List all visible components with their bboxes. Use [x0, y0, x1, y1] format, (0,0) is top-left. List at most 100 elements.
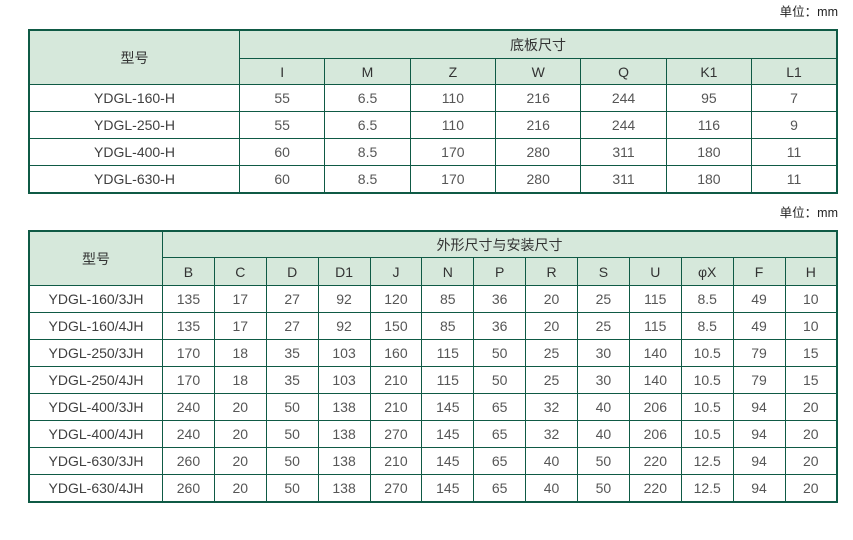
value-cell: 85: [421, 285, 475, 313]
value-cell: 110: [409, 111, 497, 139]
value-cell: 40: [525, 447, 578, 475]
table1-model-column-header: 型号: [28, 29, 240, 85]
value-cell: 65: [473, 420, 527, 448]
value-cell: 15: [784, 339, 838, 367]
value-cell: 280: [495, 138, 582, 166]
value-cell: 170: [409, 138, 497, 166]
model-cell: YDGL-250/4JH: [28, 366, 163, 394]
value-cell: 94: [732, 474, 786, 503]
table1-group-header: 底板尺寸: [239, 29, 838, 59]
value-cell: 115: [421, 366, 475, 394]
table-row: YDGL-160-H 55 6.5 110 216 244 95 7: [28, 84, 838, 112]
value-cell: 36: [473, 312, 527, 340]
value-cell: 145: [421, 447, 475, 475]
value-cell: 116: [665, 111, 753, 139]
value-cell: 17: [213, 312, 267, 340]
value-cell: 55: [238, 111, 326, 139]
table2-body: YDGL-160/3JH 135 17 27 92 120 85 36 20 25 115 8.5 49…: [28, 285, 838, 503]
value-cell: 18: [213, 366, 267, 394]
value-cell: 30: [577, 366, 630, 394]
column-header: D: [265, 257, 319, 286]
model-cell: YDGL-630/4JH: [28, 474, 163, 503]
value-cell: 138: [317, 447, 371, 475]
base-plate-dimensions-table: 型号 底板尺寸 I M Z W Q K1 L1 YDGL-160-H 55 6.5 110 216 2…: [28, 29, 838, 194]
value-cell: 216: [495, 84, 582, 112]
value-cell: 50: [265, 447, 319, 475]
value-cell: 10.5: [680, 393, 734, 421]
value-cell: 210: [369, 447, 423, 475]
value-cell: 240: [162, 420, 215, 448]
column-header: C: [213, 257, 267, 286]
value-cell: 49: [732, 312, 786, 340]
column-header: P: [473, 257, 527, 286]
value-cell: 20: [784, 393, 838, 421]
value-cell: 36: [473, 285, 527, 313]
value-cell: 6.5: [324, 111, 411, 139]
value-cell: 10.5: [680, 366, 734, 394]
value-cell: 50: [577, 447, 630, 475]
value-cell: 9: [751, 111, 838, 139]
model-cell: YDGL-400/3JH: [28, 393, 163, 421]
value-cell: 60: [238, 165, 326, 194]
value-cell: 206: [628, 393, 682, 421]
column-header: φX: [680, 257, 734, 286]
value-cell: 40: [577, 393, 630, 421]
value-cell: 115: [628, 285, 682, 313]
value-cell: 115: [628, 312, 682, 340]
value-cell: 65: [473, 393, 527, 421]
value-cell: 92: [317, 285, 371, 313]
value-cell: 160: [369, 339, 423, 367]
column-header: D1: [317, 257, 371, 286]
value-cell: 6.5: [324, 84, 411, 112]
value-cell: 12.5: [680, 474, 734, 503]
value-cell: 180: [665, 165, 753, 194]
value-cell: 94: [732, 393, 786, 421]
value-cell: 270: [369, 420, 423, 448]
value-cell: 8.5: [680, 285, 734, 313]
value-cell: 95: [665, 84, 753, 112]
value-cell: 50: [473, 339, 527, 367]
table-row: YDGL-630/4JH 260 20 50 138 270 145 65 40 50 220 12.…: [28, 474, 838, 503]
value-cell: 244: [580, 111, 667, 139]
model-cell: YDGL-630-H: [28, 165, 240, 194]
value-cell: 115: [421, 339, 475, 367]
value-cell: 135: [162, 285, 215, 313]
page: 单位：mm 型号 底板尺寸 I M Z W Q K1 L1 YDGL-160-H 55 6.5 1…: [28, 5, 838, 503]
value-cell: 10: [784, 285, 838, 313]
table-row: YDGL-160/3JH 135 17 27 92 120 85 36 20 25 115 8.5 49…: [28, 285, 838, 313]
value-cell: 65: [473, 447, 527, 475]
value-cell: 8.5: [324, 138, 411, 166]
value-cell: 140: [628, 366, 682, 394]
value-cell: 94: [732, 420, 786, 448]
value-cell: 145: [421, 474, 475, 503]
value-cell: 206: [628, 420, 682, 448]
column-header: S: [577, 257, 630, 286]
value-cell: 18: [213, 339, 267, 367]
value-cell: 15: [784, 366, 838, 394]
column-header: R: [525, 257, 578, 286]
value-cell: 20: [784, 474, 838, 503]
value-cell: 17: [213, 285, 267, 313]
value-cell: 65: [473, 474, 527, 503]
value-cell: 25: [525, 366, 578, 394]
value-cell: 50: [265, 474, 319, 503]
model-cell: YDGL-630/3JH: [28, 447, 163, 475]
value-cell: 120: [369, 285, 423, 313]
table-row: YDGL-250-H 55 6.5 110 216 244 116 9: [28, 111, 838, 139]
table-row: YDGL-400/4JH 240 20 50 138 270 145 65 32 40 206 10.…: [28, 420, 838, 448]
value-cell: 20: [525, 312, 578, 340]
value-cell: 30: [577, 339, 630, 367]
value-cell: 220: [628, 447, 682, 475]
value-cell: 210: [369, 393, 423, 421]
value-cell: 180: [665, 138, 753, 166]
value-cell: 20: [784, 447, 838, 475]
column-header: W: [495, 58, 582, 85]
value-cell: 145: [421, 420, 475, 448]
value-cell: 145: [421, 393, 475, 421]
value-cell: 150: [369, 312, 423, 340]
column-header: I: [238, 58, 326, 85]
value-cell: 79: [732, 339, 786, 367]
value-cell: 7: [751, 84, 838, 112]
table-row: YDGL-400-H 60 8.5 170 280 311 180 11: [28, 138, 838, 166]
